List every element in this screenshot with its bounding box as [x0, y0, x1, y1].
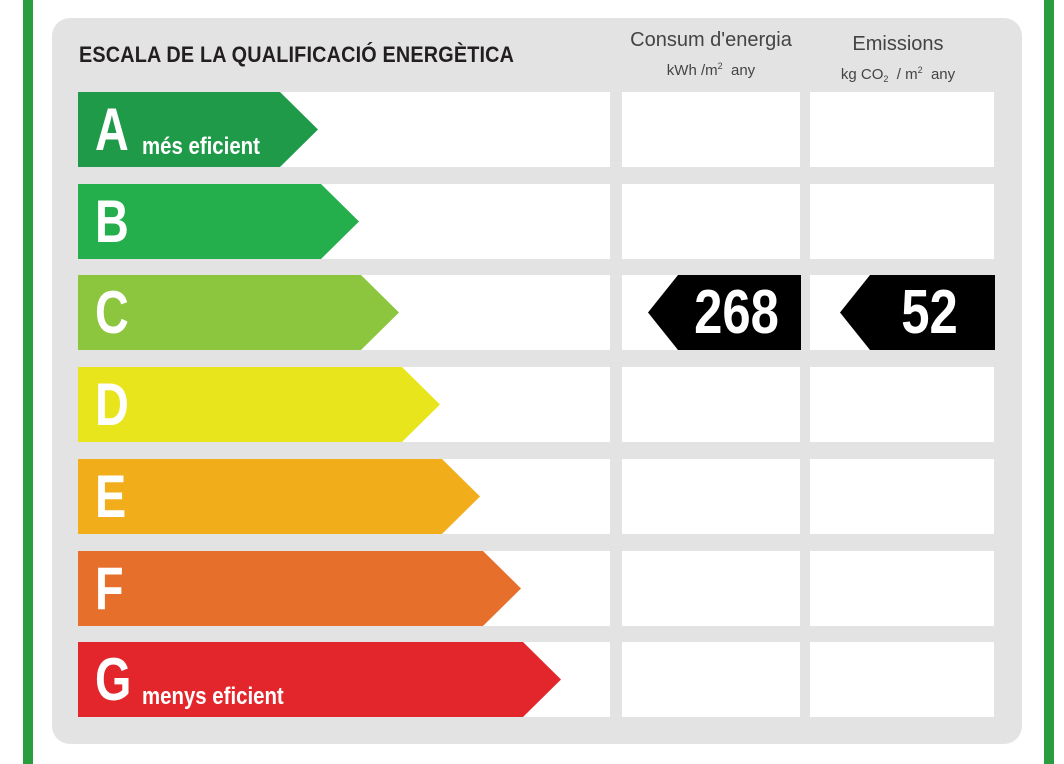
- emissions-column-header: Emissions kg CO2 / m2 any: [810, 32, 986, 89]
- consum-cell-d: [622, 367, 800, 442]
- rating-letter: E: [95, 463, 127, 530]
- rating-arrow-shape: [78, 184, 359, 259]
- consum-column-header: Consum d'energia kWh /m2 any: [622, 28, 800, 81]
- emissions-unit: kg CO2 / m2 any: [840, 65, 956, 84]
- consum-cell-f: [622, 551, 800, 626]
- consum-unit: kWh /m2 any: [666, 61, 756, 79]
- rating-letter: G: [95, 646, 132, 713]
- consum-cell-b: [622, 184, 800, 259]
- rating-arrow-shape: [78, 551, 521, 626]
- emissions-cell-g: [810, 642, 994, 717]
- consum-cell-e: [622, 459, 800, 534]
- rating-sublabel: menys eficient: [142, 683, 284, 710]
- rating-arrow-e: E: [78, 459, 480, 534]
- rating-letter: F: [95, 555, 124, 622]
- emissions-cell-d: [810, 367, 994, 442]
- scale-title: ESCALA DE LA QUALIFICACIÓ ENERGÈTICA: [79, 42, 515, 67]
- rating-arrow-shape: [78, 459, 480, 534]
- rating-arrow-shape: [78, 275, 399, 350]
- emissions-badge: 52: [840, 275, 995, 350]
- consum-cell-a: [622, 92, 800, 167]
- rating-letter: D: [95, 371, 129, 438]
- consum-title: Consum d'energia: [630, 29, 792, 51]
- rating-arrow-d: D: [78, 367, 440, 442]
- rating-letter: C: [95, 279, 129, 346]
- rating-letter: B: [95, 188, 129, 255]
- emissions-title: Emissions: [852, 33, 944, 55]
- emissions-cell-e: [810, 459, 994, 534]
- rating-sublabel: més eficient: [142, 133, 260, 160]
- emissions-cell-a: [810, 92, 994, 167]
- rating-arrow-c: C: [78, 275, 399, 350]
- consum-cell-g: [622, 642, 800, 717]
- rating-arrow-shape: [78, 642, 561, 717]
- rating-arrow-f: F: [78, 551, 521, 626]
- emissions-badge-value: 52: [901, 278, 958, 347]
- consum-badge-value: 268: [694, 278, 779, 347]
- left-green-border: [23, 0, 33, 764]
- rating-arrow-shape: [78, 92, 318, 167]
- rating-arrow-b: B: [78, 184, 359, 259]
- rating-letter: A: [95, 96, 129, 163]
- emissions-cell-b: [810, 184, 994, 259]
- right-green-border: [1044, 0, 1054, 764]
- emissions-cell-f: [810, 551, 994, 626]
- consum-badge: 268: [648, 275, 801, 350]
- rating-arrow-shape: [78, 367, 440, 442]
